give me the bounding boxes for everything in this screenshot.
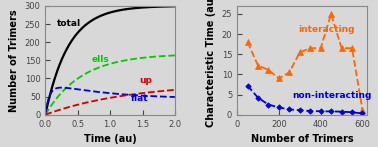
X-axis label: Number of Trimers: Number of Trimers [251, 134, 353, 144]
Text: interacting: interacting [299, 25, 355, 34]
Text: up: up [139, 76, 152, 85]
Text: flat: flat [131, 94, 149, 103]
Y-axis label: Characteristic Time (au): Characteristic Time (au) [206, 0, 216, 127]
Text: non-interacting: non-interacting [293, 91, 372, 100]
Text: ells: ells [92, 55, 110, 64]
Y-axis label: Number of Trimers: Number of Trimers [9, 9, 19, 112]
Text: total: total [57, 19, 81, 28]
X-axis label: Time (au): Time (au) [84, 134, 136, 144]
